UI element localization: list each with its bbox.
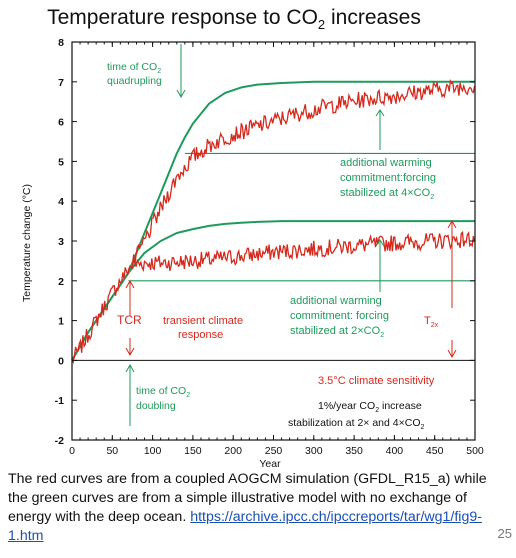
y-tick-label: 2 — [58, 276, 64, 288]
x-tick-label: 100 — [144, 445, 162, 457]
doubling-label-1: time of CO2 — [136, 385, 190, 399]
x-axis-label: Year — [259, 458, 281, 470]
doubling-label-2: doubling — [136, 400, 176, 412]
x-tick-label: 500 — [466, 445, 484, 457]
series-layer — [71, 78, 476, 365]
slide-title: Temperature response to CO2 increases — [47, 6, 421, 33]
tcr-desc-2: response — [178, 329, 223, 341]
x-tick-label: 200 — [224, 445, 242, 457]
y-tick-label: 6 — [58, 117, 64, 129]
commitment-2x-1: additional warming — [290, 295, 382, 307]
tcr-desc-1: transient climate — [163, 315, 243, 327]
red-series-3 — [131, 78, 476, 265]
y-tick-label: -1 — [55, 395, 64, 407]
rate-label-2: stabilization at 2× and 4×CO2 — [288, 417, 425, 431]
x-tick-label: 400 — [386, 445, 404, 457]
axis-layer: -2 -1 0 1 2 3 4 5 6 7 8 0 50 100 150 200 250 300 350 400 450… — [55, 37, 484, 457]
y-tick-label: 4 — [58, 196, 64, 208]
page-number: 25 — [497, 526, 512, 541]
reference-lines — [72, 152, 475, 361]
sensitivity-label: 3.5°C climate sensitivity — [318, 375, 435, 387]
y-tick-label: 0 — [58, 355, 64, 367]
x-tick-label: 250 — [265, 445, 283, 457]
commitment-4x-2: commitment:forcing — [340, 172, 436, 184]
y-axis-label: Temperature change (°C) — [21, 184, 33, 302]
quadrupling-label-2: quadrupling — [107, 75, 162, 87]
x-tick-label: 450 — [426, 445, 444, 457]
y-tick-label: 1 — [58, 316, 64, 328]
rate-label-1: 1%/year CO2 increase — [318, 400, 422, 414]
x-tick-label: 300 — [305, 445, 323, 457]
y-tick-label: 3 — [58, 236, 64, 248]
y-tick-label: 7 — [58, 77, 64, 89]
y-tick-label: -2 — [55, 435, 64, 447]
commitment-2x-2: commitment: forcing — [290, 310, 389, 322]
x-tick-label: 0 — [69, 445, 75, 457]
y-tick-label: 8 — [58, 37, 64, 49]
source-link[interactable]: https://archive.ipcc.ch/ipccreports/tar/… — [8, 509, 482, 544]
green-arrows — [125, 44, 385, 426]
commitment-4x-3: stabilized at 4×CO2 — [340, 187, 434, 201]
tcr-label: TCR — [117, 313, 142, 327]
red-series-2 — [71, 230, 476, 365]
doubling-arrowhead — [125, 363, 135, 373]
temperature-chart: -2 -1 0 1 2 3 4 5 6 7 8 0 50 100 150 200 250 300 350 400 450… — [21, 37, 484, 470]
x-tick-label: 150 — [184, 445, 202, 457]
x-tick-label: 50 — [106, 445, 118, 457]
commitment-4x-1: additional warming — [340, 157, 432, 169]
quadrupling-arrowhead — [176, 89, 186, 99]
y-tick-label: 5 — [58, 156, 64, 168]
x-tick-label: 350 — [345, 445, 363, 457]
quadrupling-label-1: time of CO2 — [107, 61, 161, 75]
commitment-2x-3: stabilized at 2×CO2 — [290, 325, 384, 339]
caption: The red curves are from a coupled AOGCM … — [8, 471, 487, 544]
t2x-label: T2x — [424, 315, 439, 329]
red-arrows — [125, 219, 457, 359]
